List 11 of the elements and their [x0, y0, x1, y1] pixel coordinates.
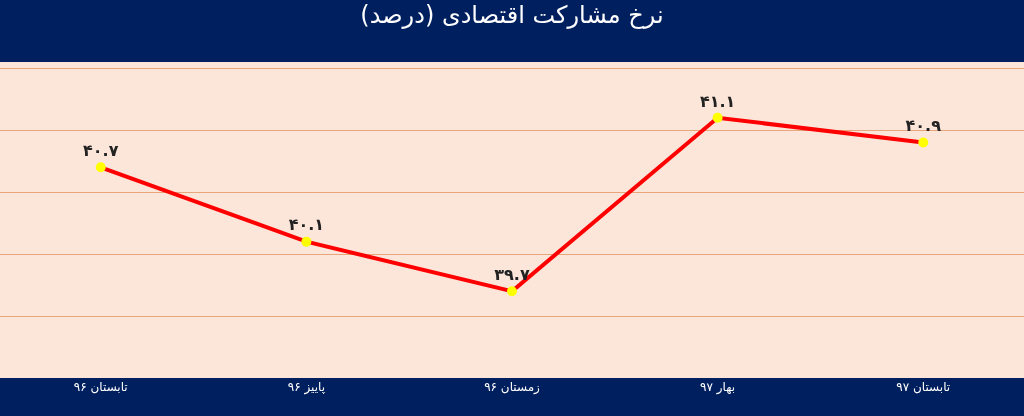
chart-title: نرخ مشارکت اقتصادی (درصد)	[360, 1, 664, 30]
x-tick-label: تابستان ۹۶	[73, 380, 128, 394]
x-tick-label: زمستان ۹۶	[484, 380, 541, 395]
x-tick-label: پاییز ۹۶	[287, 380, 326, 395]
data-label: ۴۱.۱	[699, 91, 736, 111]
data-label: ۳۹.۷	[494, 265, 530, 284]
data-label: ۴۰.۹	[905, 116, 942, 136]
x-tick-label: تابستان ۹۷	[896, 380, 951, 394]
x-tick-label: بهار ۹۷	[700, 380, 736, 395]
data-label: ۴۰.۷	[83, 141, 119, 161]
data-label: ۴۰.۱	[288, 215, 325, 235]
